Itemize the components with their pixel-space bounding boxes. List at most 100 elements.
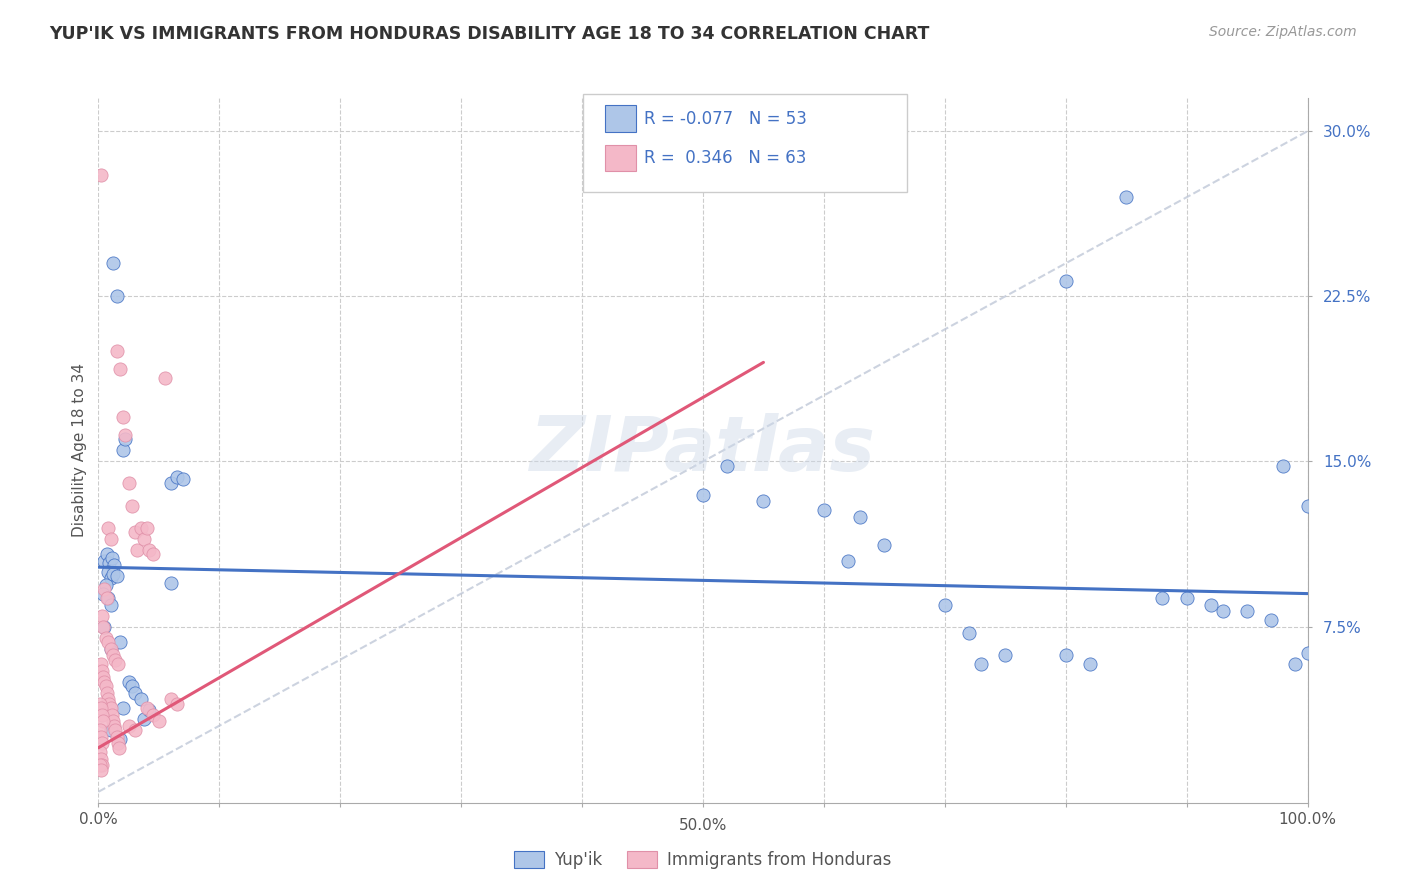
Point	[104, 653, 127, 667]
Point	[105, 569, 128, 583]
Point	[94, 578, 117, 592]
Point	[97, 565, 120, 579]
Point	[89, 758, 111, 772]
Point	[91, 670, 114, 684]
Legend: Yup'ik, Immigrants from Honduras: Yup'ik, Immigrants from Honduras	[508, 844, 898, 876]
Point	[97, 520, 120, 534]
Point	[103, 558, 125, 572]
Point	[103, 719, 125, 733]
Point	[101, 648, 124, 663]
Point	[118, 719, 141, 733]
Point	[148, 714, 170, 729]
Point	[124, 723, 146, 738]
Point	[1272, 458, 1295, 473]
Point	[716, 458, 738, 473]
Point	[994, 648, 1017, 663]
Point	[108, 740, 131, 755]
Point	[138, 542, 160, 557]
Point	[90, 168, 112, 182]
Point	[91, 758, 114, 772]
Point	[105, 730, 128, 744]
Point	[134, 712, 156, 726]
Point	[111, 443, 134, 458]
Point	[98, 556, 121, 570]
Point	[107, 657, 129, 671]
Point	[89, 723, 111, 738]
Point	[105, 289, 128, 303]
Point	[1296, 499, 1319, 513]
Point	[97, 635, 120, 649]
Point	[752, 494, 775, 508]
Point	[837, 553, 859, 567]
Point	[135, 701, 157, 715]
Point	[142, 547, 165, 561]
Point	[91, 586, 114, 600]
Point	[100, 723, 122, 738]
Point	[111, 701, 134, 715]
Point	[1054, 274, 1077, 288]
Point	[94, 631, 117, 645]
Point	[96, 547, 118, 561]
Point	[94, 679, 117, 693]
Point	[1284, 657, 1306, 671]
Point	[89, 745, 111, 759]
Point	[90, 763, 112, 777]
Point	[124, 524, 146, 539]
Point	[90, 657, 112, 671]
Point	[107, 736, 129, 750]
Point	[100, 571, 122, 585]
Point	[138, 703, 160, 717]
Point	[108, 362, 131, 376]
Point	[108, 731, 131, 746]
Point	[1212, 604, 1234, 618]
Point	[1199, 598, 1222, 612]
Point	[100, 532, 122, 546]
Text: ZIPatlas: ZIPatlas	[530, 414, 876, 487]
Point	[121, 679, 143, 693]
Point	[90, 701, 112, 715]
Point	[160, 692, 183, 706]
Point	[124, 686, 146, 700]
Point	[100, 707, 122, 722]
Point	[90, 730, 112, 744]
Point	[166, 697, 188, 711]
Point	[121, 499, 143, 513]
Point	[89, 697, 111, 711]
Text: 50.0%: 50.0%	[679, 818, 727, 833]
Point	[118, 674, 141, 689]
Point	[101, 714, 124, 729]
Point	[100, 641, 122, 656]
Point	[90, 752, 112, 766]
Text: Source: ZipAtlas.com: Source: ZipAtlas.com	[1209, 25, 1357, 39]
Point	[166, 470, 188, 484]
Point	[849, 509, 872, 524]
Point	[96, 686, 118, 700]
Point	[114, 433, 136, 447]
Point	[93, 674, 115, 689]
Point	[97, 591, 120, 605]
Point	[1175, 591, 1198, 605]
Point	[135, 520, 157, 534]
Point	[100, 701, 122, 715]
Point	[160, 476, 183, 491]
Point	[129, 692, 152, 706]
Point	[101, 566, 124, 581]
Point	[108, 635, 131, 649]
Point	[934, 598, 956, 612]
Point	[153, 371, 176, 385]
Point	[873, 538, 896, 552]
Point	[91, 736, 114, 750]
Point	[96, 591, 118, 605]
Text: YUP'IK VS IMMIGRANTS FROM HONDURAS DISABILITY AGE 18 TO 34 CORRELATION CHART: YUP'IK VS IMMIGRANTS FROM HONDURAS DISAB…	[49, 25, 929, 43]
Point	[105, 344, 128, 359]
Point	[134, 532, 156, 546]
Point	[93, 553, 115, 567]
Point	[129, 520, 152, 534]
Point	[100, 551, 122, 566]
Point	[91, 707, 114, 722]
Point	[91, 664, 114, 678]
Point	[118, 476, 141, 491]
Point	[813, 503, 835, 517]
Point	[1260, 613, 1282, 627]
Point	[692, 487, 714, 501]
